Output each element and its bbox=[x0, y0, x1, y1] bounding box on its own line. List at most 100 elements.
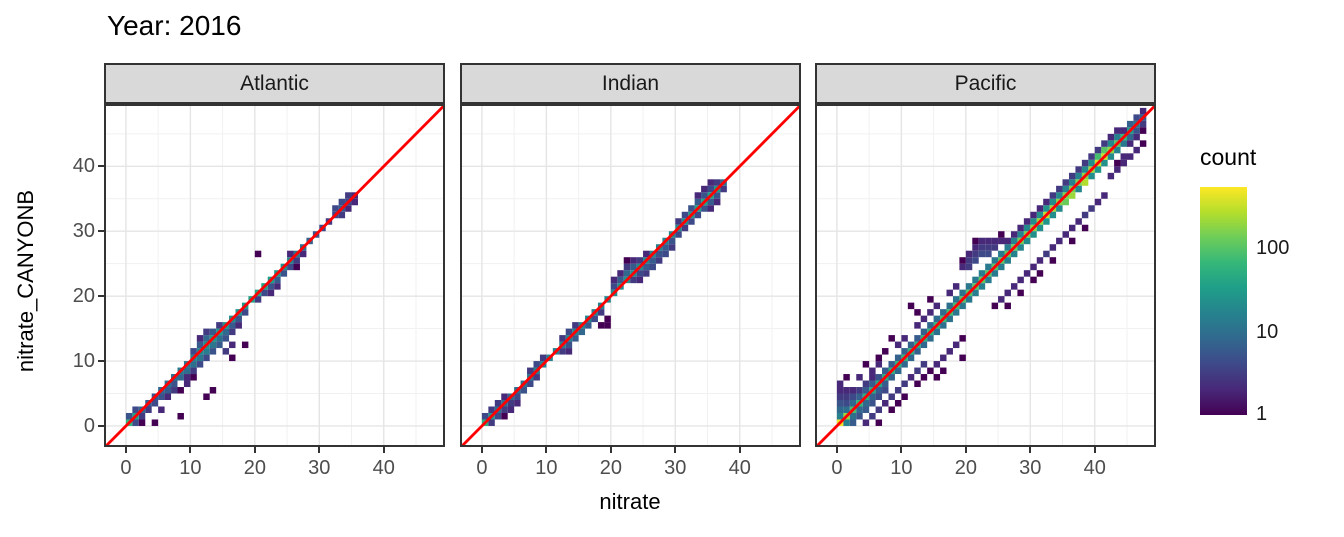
bin bbox=[933, 315, 941, 323]
bin bbox=[190, 374, 197, 381]
bin bbox=[1094, 153, 1102, 160]
bin bbox=[565, 348, 573, 355]
bin bbox=[630, 276, 637, 284]
bin bbox=[875, 361, 883, 368]
bin bbox=[254, 250, 262, 258]
bin bbox=[1075, 172, 1082, 180]
bin bbox=[1017, 244, 1024, 251]
bin bbox=[836, 393, 844, 401]
bin bbox=[952, 296, 960, 303]
bin bbox=[972, 237, 979, 245]
bin bbox=[836, 387, 844, 394]
bin bbox=[597, 309, 605, 316]
bin bbox=[481, 412, 489, 420]
bin bbox=[1049, 192, 1057, 199]
bin bbox=[1036, 270, 1044, 277]
bin bbox=[299, 250, 307, 258]
bin bbox=[1030, 263, 1037, 271]
bin bbox=[869, 412, 876, 420]
bin bbox=[862, 406, 870, 413]
bin bbox=[959, 354, 966, 362]
bin bbox=[713, 192, 721, 199]
bin bbox=[209, 387, 217, 394]
bin bbox=[125, 412, 133, 420]
bin bbox=[1068, 172, 1076, 180]
bin bbox=[235, 322, 242, 329]
legend-title: count bbox=[1200, 144, 1257, 170]
bin bbox=[1088, 172, 1095, 180]
bin bbox=[985, 237, 992, 245]
bin bbox=[1126, 140, 1134, 147]
bin bbox=[1010, 250, 1018, 258]
panel-border bbox=[460, 104, 801, 447]
bin bbox=[675, 218, 682, 225]
bin bbox=[869, 393, 876, 401]
bin bbox=[694, 192, 702, 199]
bin bbox=[701, 192, 708, 199]
bin bbox=[222, 328, 230, 336]
bin bbox=[991, 270, 999, 277]
bin bbox=[701, 205, 708, 212]
bin bbox=[985, 244, 992, 251]
bin bbox=[952, 283, 960, 290]
bin bbox=[978, 270, 986, 277]
bin bbox=[1114, 146, 1121, 154]
bin bbox=[229, 341, 236, 349]
bin bbox=[1023, 224, 1031, 232]
bin bbox=[972, 257, 979, 264]
bin bbox=[862, 400, 870, 407]
bin bbox=[610, 276, 618, 284]
bin bbox=[843, 393, 850, 401]
bin bbox=[1107, 172, 1115, 180]
bin bbox=[1133, 133, 1140, 141]
bin bbox=[920, 315, 928, 323]
x-tick-label: 40 bbox=[372, 457, 395, 479]
bin bbox=[849, 412, 857, 420]
plot-title: Year: 2016 bbox=[107, 10, 242, 41]
bin bbox=[501, 406, 508, 413]
bin bbox=[1101, 146, 1108, 154]
bin bbox=[578, 328, 586, 336]
bin bbox=[1049, 244, 1057, 251]
bin bbox=[694, 198, 702, 206]
x-axis-tick bbox=[253, 447, 256, 453]
bin bbox=[533, 361, 540, 368]
x-tick-label: 0 bbox=[831, 457, 843, 479]
bin bbox=[713, 179, 721, 186]
bin bbox=[649, 257, 656, 264]
bin bbox=[1139, 140, 1147, 147]
bin bbox=[287, 263, 294, 271]
bin bbox=[1010, 231, 1018, 238]
facet-strip-label: Pacific bbox=[954, 71, 1017, 95]
bin bbox=[1004, 237, 1011, 245]
bin bbox=[1094, 198, 1102, 206]
bin bbox=[623, 263, 631, 271]
bin bbox=[978, 244, 986, 251]
x-axis-tick bbox=[609, 447, 612, 453]
bin bbox=[138, 412, 146, 420]
bin bbox=[707, 205, 714, 212]
bin bbox=[1004, 257, 1011, 264]
bin bbox=[940, 354, 947, 362]
bin bbox=[655, 250, 663, 258]
bin bbox=[507, 400, 515, 407]
bin bbox=[1010, 237, 1018, 245]
y-tick-label: 0 bbox=[83, 414, 95, 437]
bin bbox=[241, 341, 249, 349]
bin bbox=[1043, 250, 1050, 258]
bin bbox=[901, 361, 908, 368]
bin bbox=[1120, 127, 1127, 134]
bin bbox=[894, 354, 902, 362]
bin bbox=[707, 179, 714, 186]
bin bbox=[875, 387, 883, 394]
panel-border bbox=[104, 104, 445, 447]
y-tick-label: 40 bbox=[72, 155, 95, 178]
x-tick-label: 30 bbox=[1019, 457, 1042, 479]
gridlines bbox=[460, 104, 801, 447]
bin bbox=[280, 270, 288, 277]
legend-tick-label-10: 10 bbox=[1256, 321, 1279, 343]
bin bbox=[933, 374, 941, 381]
bin bbox=[1120, 153, 1127, 160]
bin bbox=[643, 270, 650, 277]
bin bbox=[1101, 159, 1108, 167]
